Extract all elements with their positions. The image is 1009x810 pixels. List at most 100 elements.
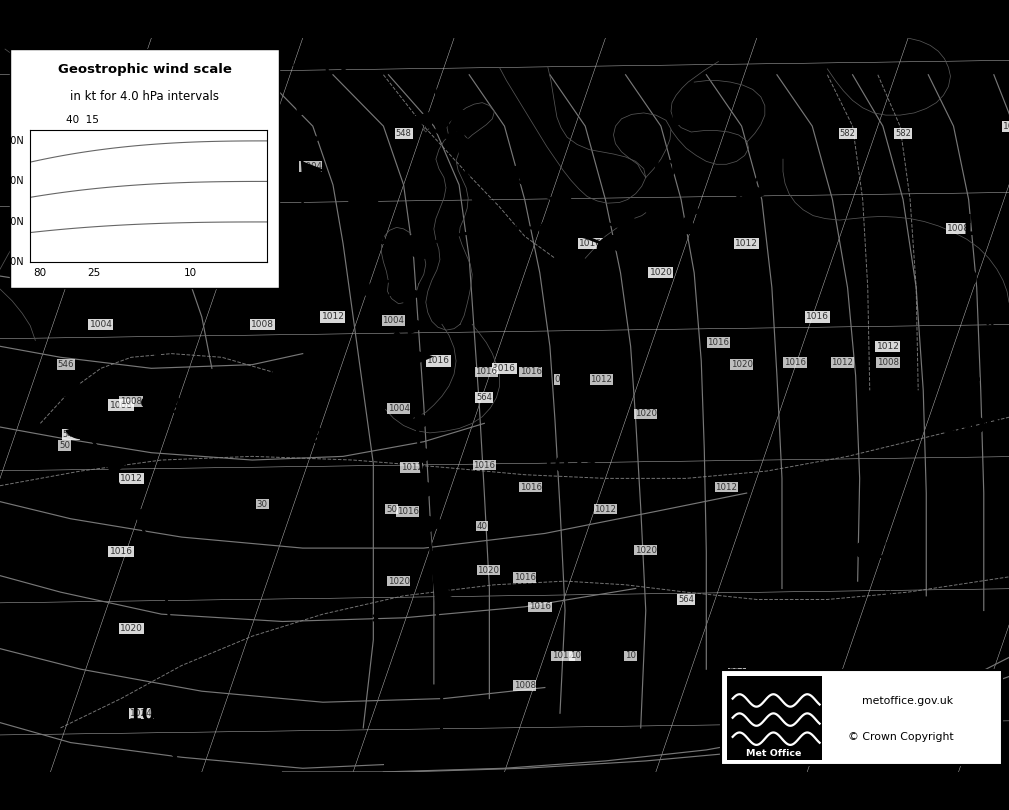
Text: 1020: 1020 — [650, 268, 672, 277]
Text: 1004: 1004 — [1003, 122, 1009, 130]
Polygon shape — [442, 701, 464, 718]
Polygon shape — [43, 380, 79, 396]
Text: 1016: 1016 — [520, 368, 542, 377]
Polygon shape — [157, 562, 182, 579]
Text: 50: 50 — [386, 505, 397, 514]
Text: 546: 546 — [58, 360, 74, 369]
Text: 0: 0 — [554, 375, 560, 384]
Text: 1012: 1012 — [322, 313, 344, 322]
Text: 1008: 1008 — [110, 400, 132, 410]
Text: 1016: 1016 — [806, 313, 828, 322]
Text: 40: 40 — [477, 522, 487, 531]
Polygon shape — [500, 164, 524, 181]
Text: 80: 80 — [33, 268, 46, 278]
Text: 1020: 1020 — [731, 360, 753, 369]
Text: 1004: 1004 — [90, 320, 112, 329]
Polygon shape — [303, 161, 325, 179]
Text: H: H — [859, 484, 881, 512]
Text: 1020: 1020 — [120, 625, 142, 633]
Text: 564: 564 — [678, 595, 694, 604]
Text: 10: 10 — [570, 651, 580, 660]
Text: 582: 582 — [895, 129, 911, 138]
Text: L: L — [369, 222, 387, 250]
Bar — [727, 676, 822, 760]
Text: 1008: 1008 — [756, 723, 778, 732]
Text: 1016: 1016 — [397, 507, 419, 516]
Polygon shape — [443, 129, 466, 147]
Polygon shape — [297, 99, 320, 117]
Text: 40  15: 40 15 — [67, 115, 99, 126]
Polygon shape — [441, 660, 463, 678]
Polygon shape — [473, 194, 496, 212]
Text: 1008: 1008 — [120, 397, 142, 406]
Text: 1012: 1012 — [552, 651, 574, 660]
Polygon shape — [435, 586, 458, 603]
Polygon shape — [321, 127, 343, 143]
Polygon shape — [359, 221, 381, 237]
Text: 30: 30 — [257, 500, 267, 509]
Text: Geostrophic wind scale: Geostrophic wind scale — [58, 63, 232, 76]
Polygon shape — [146, 535, 171, 552]
Text: 1016: 1016 — [473, 461, 495, 470]
Polygon shape — [615, 213, 640, 231]
Polygon shape — [317, 103, 349, 116]
Text: 1008: 1008 — [514, 681, 536, 690]
Text: 1016: 1016 — [428, 356, 450, 365]
Text: 1016: 1016 — [579, 239, 601, 248]
Text: 1011: 1011 — [329, 566, 387, 586]
Polygon shape — [104, 459, 129, 475]
Text: 1020: 1020 — [387, 577, 410, 586]
Polygon shape — [348, 193, 379, 207]
Polygon shape — [703, 205, 736, 226]
Text: 1012: 1012 — [715, 483, 738, 492]
Text: 1016: 1016 — [514, 573, 536, 582]
Text: 1025: 1025 — [127, 706, 186, 726]
Polygon shape — [300, 130, 323, 148]
Polygon shape — [439, 622, 461, 640]
Text: 25: 25 — [87, 268, 100, 278]
Text: 582: 582 — [839, 129, 856, 138]
Text: 1016: 1016 — [529, 603, 551, 612]
Polygon shape — [403, 286, 426, 304]
Text: 1004: 1004 — [387, 404, 410, 413]
Text: 1016: 1016 — [520, 483, 542, 492]
Text: H: H — [145, 648, 167, 676]
Polygon shape — [440, 107, 465, 123]
Text: 1012: 1012 — [831, 358, 854, 367]
Text: 1012: 1012 — [590, 375, 612, 384]
Text: 1000: 1000 — [942, 417, 1001, 437]
Text: L: L — [309, 369, 327, 397]
Text: 1024: 1024 — [130, 709, 152, 718]
Text: © Crown Copyright: © Crown Copyright — [849, 732, 954, 742]
Polygon shape — [474, 215, 493, 242]
Text: 1004: 1004 — [382, 316, 405, 325]
Polygon shape — [416, 412, 439, 430]
Text: 999: 999 — [139, 397, 184, 417]
Text: metoffice.gov.uk: metoffice.gov.uk — [863, 696, 954, 706]
Text: 1008: 1008 — [947, 224, 970, 233]
Text: 997: 997 — [356, 279, 401, 300]
Text: 996: 996 — [949, 271, 994, 290]
Text: 1016: 1016 — [475, 368, 497, 377]
Text: 1012: 1012 — [401, 463, 423, 472]
Polygon shape — [540, 217, 564, 243]
Text: 548: 548 — [396, 129, 412, 138]
Text: 1012: 1012 — [877, 342, 899, 351]
Text: 1012: 1012 — [594, 505, 616, 514]
Polygon shape — [572, 200, 594, 219]
Text: L: L — [963, 213, 981, 241]
Text: Forecast chart (T+64) valid 12 UTC MON 24 JUN 2024: Forecast chart (T+64) valid 12 UTC MON 2… — [12, 58, 337, 67]
Text: Met Office: Met Office — [746, 749, 801, 758]
Text: 1016: 1016 — [110, 548, 132, 556]
Polygon shape — [408, 317, 431, 335]
Polygon shape — [734, 177, 767, 198]
Text: 1020: 1020 — [635, 546, 657, 555]
Text: in kt for 4.0 hPa intervals: in kt for 4.0 hPa intervals — [71, 90, 219, 103]
Text: 50: 50 — [60, 441, 70, 450]
Text: 1004: 1004 — [300, 162, 322, 171]
Polygon shape — [354, 74, 378, 92]
Text: 1012: 1012 — [736, 239, 758, 248]
Text: 546: 546 — [63, 430, 79, 439]
Polygon shape — [133, 508, 158, 525]
Text: L: L — [349, 509, 367, 536]
